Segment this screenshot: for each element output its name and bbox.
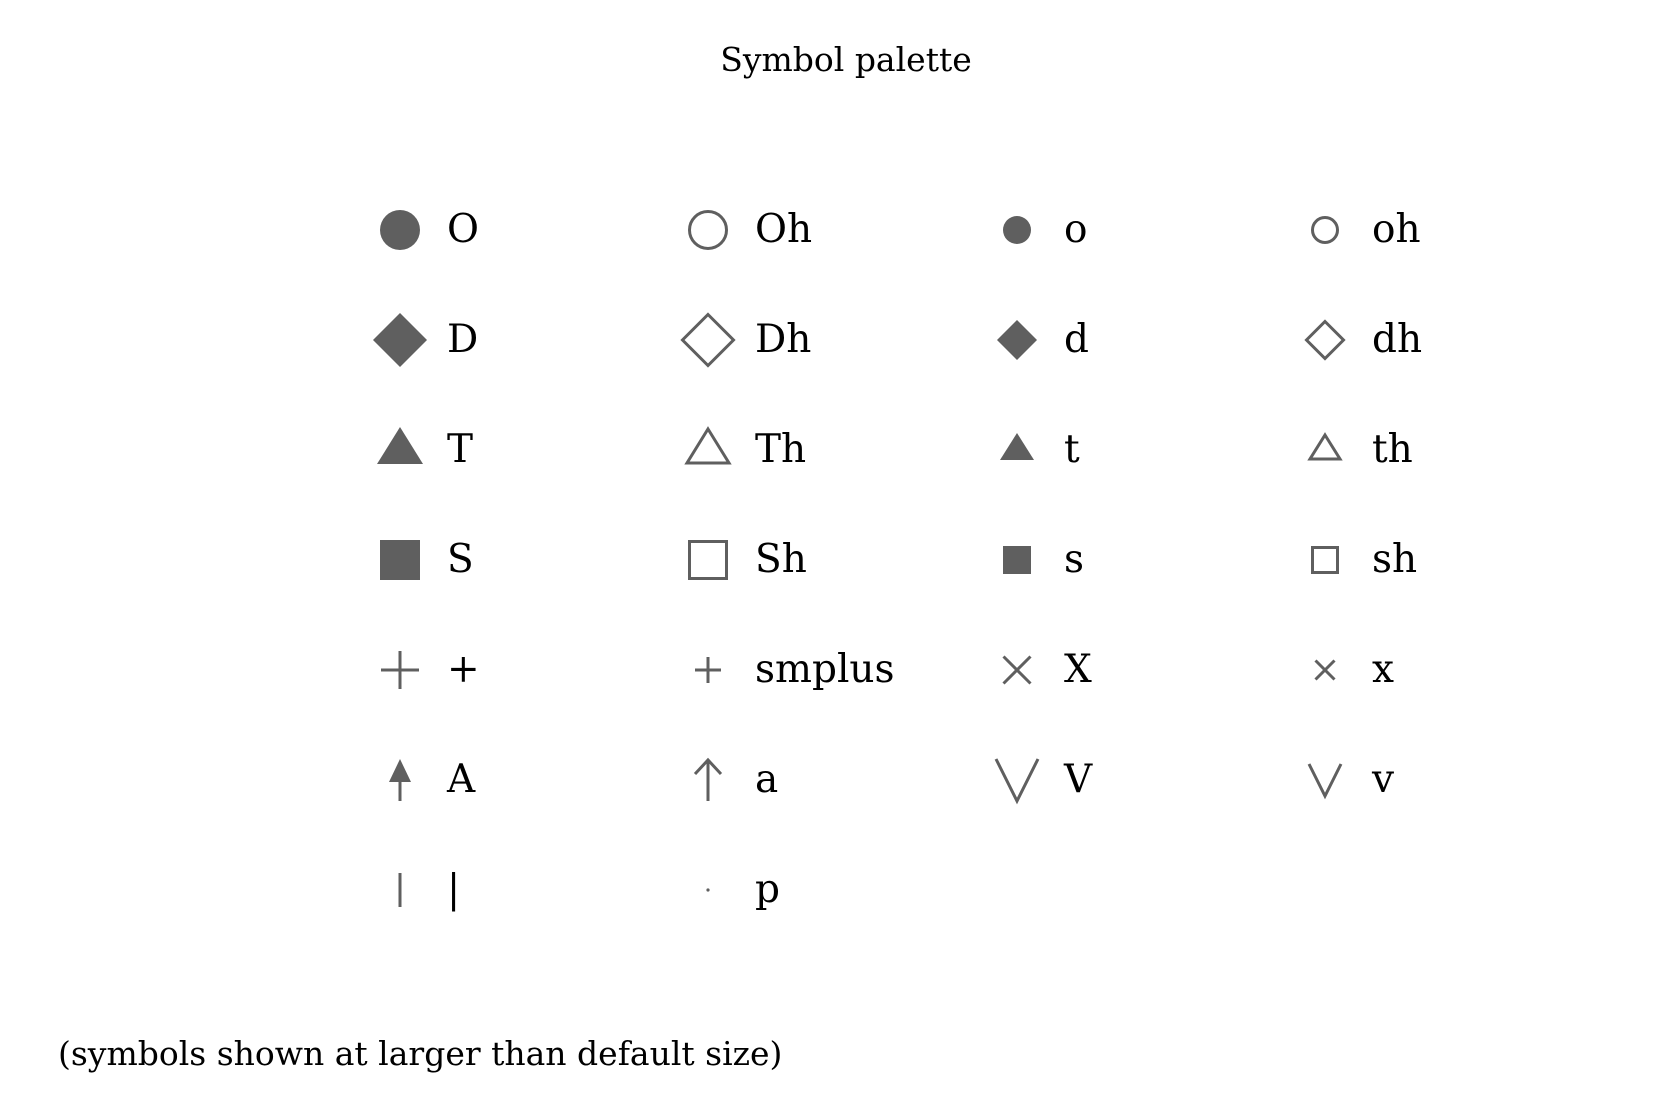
symbol-label: t: [1064, 427, 1080, 472]
hollow-triangle-large-icon: [684, 426, 732, 465]
symbol-label: X: [1064, 647, 1092, 692]
symbol-cell-pipe: |: [398, 867, 700, 1000]
symbol-label: dh: [1372, 317, 1423, 362]
v-small-icon: [1307, 763, 1343, 800]
symbol-cell-sh: sh: [1311, 537, 1625, 670]
filled-diamond-large-icon: [373, 313, 427, 367]
symbol-label: O: [447, 207, 479, 252]
filled-triangle-large-icon: [377, 427, 423, 464]
hollow-triangle-small-icon: [1307, 432, 1343, 461]
symbol-cell-smplus: smplus: [695, 647, 1008, 780]
symbol-cell-T: T: [377, 427, 700, 560]
symbol-cell-plus: +: [381, 647, 700, 780]
symbol-label: |: [447, 867, 461, 912]
hollow-square-large-icon: [688, 540, 728, 580]
symbol-cell-X: X: [1002, 647, 1317, 780]
v-large-icon: [994, 758, 1040, 805]
filled-triangle-small-icon: [1000, 433, 1034, 460]
footnote: (symbols shown at larger than default si…: [58, 1034, 783, 1073]
symbol-label: a: [755, 757, 779, 802]
cross-large-icon: [1002, 655, 1032, 685]
symbol-cell-th: th: [1307, 427, 1625, 560]
symbol-label: sh: [1372, 537, 1418, 582]
filled-square-large-icon: [380, 540, 420, 580]
symbol-label: Sh: [755, 537, 807, 582]
symbol-label: smplus: [755, 647, 895, 692]
symbol-cell-A: A: [389, 757, 700, 890]
symbol-label: oh: [1372, 207, 1421, 252]
symbol-cell-Oh: Oh: [688, 207, 1008, 340]
filled-circle-large-icon: [380, 210, 420, 250]
symbol-cell-p: p: [706, 867, 1008, 1000]
symbol-cell-S: S: [380, 537, 700, 670]
symbol-label: S: [447, 537, 474, 582]
symbol-cell-a: a: [693, 757, 1008, 890]
cross-small-icon: [1314, 659, 1336, 681]
symbol-label: s: [1064, 537, 1085, 582]
symbol-cell-Th: Th: [684, 426, 1008, 560]
symbol-cell-oh: oh: [1311, 207, 1625, 340]
filled-arrow-up-icon: [389, 759, 411, 801]
symbol-label: Oh: [755, 207, 813, 252]
symbol-cell-o: o: [1003, 207, 1317, 340]
symbol-label: v: [1372, 757, 1395, 802]
symbol-label: Dh: [755, 317, 812, 362]
symbol-label: Th: [755, 427, 807, 472]
symbol-label: V: [1064, 757, 1093, 802]
page-title: Symbol palette: [720, 40, 972, 79]
symbol-label: th: [1372, 427, 1413, 472]
symbol-cell-O: O: [380, 207, 700, 340]
symbol-label: d: [1064, 317, 1089, 362]
filled-square-small-icon: [1003, 546, 1031, 574]
symbol-cell-t: t: [1000, 427, 1317, 560]
symbol-cell-V: V: [994, 757, 1317, 890]
symbol-cell-s: s: [1003, 537, 1317, 670]
vertical-line-icon: [398, 873, 402, 907]
hollow-diamond-large-icon: [680, 312, 736, 368]
filled-circle-small-icon: [1003, 216, 1031, 244]
open-arrow-up-icon: [693, 757, 723, 801]
symbol-cell-Dh: Dh: [680, 312, 1008, 450]
plus-small-icon: [695, 657, 721, 683]
point-dot-icon: [706, 888, 710, 892]
symbol-label: T: [447, 427, 474, 472]
symbol-label: +: [447, 647, 480, 692]
symbol-cell-d: d: [997, 317, 1317, 450]
hollow-square-small-icon: [1311, 546, 1339, 574]
symbol-cell-x: x: [1314, 647, 1625, 780]
symbol-label: p: [755, 867, 780, 912]
symbol-cell-dh: dh: [1304, 317, 1625, 450]
symbol-label: D: [447, 317, 479, 362]
symbol-label: x: [1372, 647, 1394, 692]
hollow-circle-small-icon: [1311, 216, 1339, 244]
symbol-cell-Sh: Sh: [688, 537, 1008, 670]
hollow-diamond-small-icon: [1304, 319, 1346, 361]
filled-diamond-small-icon: [997, 320, 1037, 360]
hollow-circle-large-icon: [688, 210, 728, 250]
symbol-cell-D: D: [373, 313, 700, 450]
symbol-label: A: [447, 757, 476, 802]
plus-large-icon: [381, 651, 419, 689]
symbol-label: o: [1064, 207, 1088, 252]
symbol-cell-v: v: [1307, 757, 1625, 890]
